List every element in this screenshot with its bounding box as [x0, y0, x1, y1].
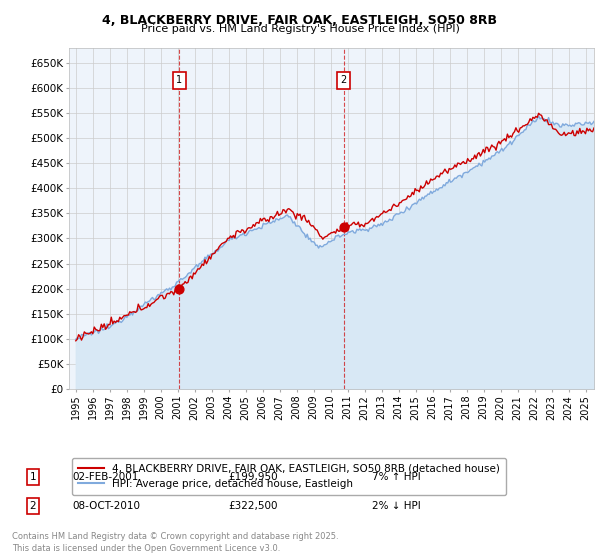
- Text: 02-FEB-2001: 02-FEB-2001: [72, 472, 139, 482]
- Text: Contains HM Land Registry data © Crown copyright and database right 2025.
This d: Contains HM Land Registry data © Crown c…: [12, 533, 338, 553]
- Text: 08-OCT-2010: 08-OCT-2010: [72, 501, 140, 511]
- Text: 7% ↑ HPI: 7% ↑ HPI: [372, 472, 421, 482]
- Text: Price paid vs. HM Land Registry's House Price Index (HPI): Price paid vs. HM Land Registry's House …: [140, 24, 460, 34]
- Text: 1: 1: [176, 75, 182, 85]
- Point: [175, 284, 184, 293]
- Text: £199,950: £199,950: [228, 472, 278, 482]
- Text: 2: 2: [29, 501, 37, 511]
- Text: 1: 1: [29, 472, 37, 482]
- Text: 2: 2: [341, 75, 347, 85]
- Point: [339, 223, 349, 232]
- Text: 4, BLACKBERRY DRIVE, FAIR OAK, EASTLEIGH, SO50 8RB: 4, BLACKBERRY DRIVE, FAIR OAK, EASTLEIGH…: [103, 14, 497, 27]
- Text: £322,500: £322,500: [228, 501, 277, 511]
- Text: 2% ↓ HPI: 2% ↓ HPI: [372, 501, 421, 511]
- Legend: 4, BLACKBERRY DRIVE, FAIR OAK, EASTLEIGH, SO50 8RB (detached house), HPI: Averag: 4, BLACKBERRY DRIVE, FAIR OAK, EASTLEIGH…: [71, 458, 506, 495]
